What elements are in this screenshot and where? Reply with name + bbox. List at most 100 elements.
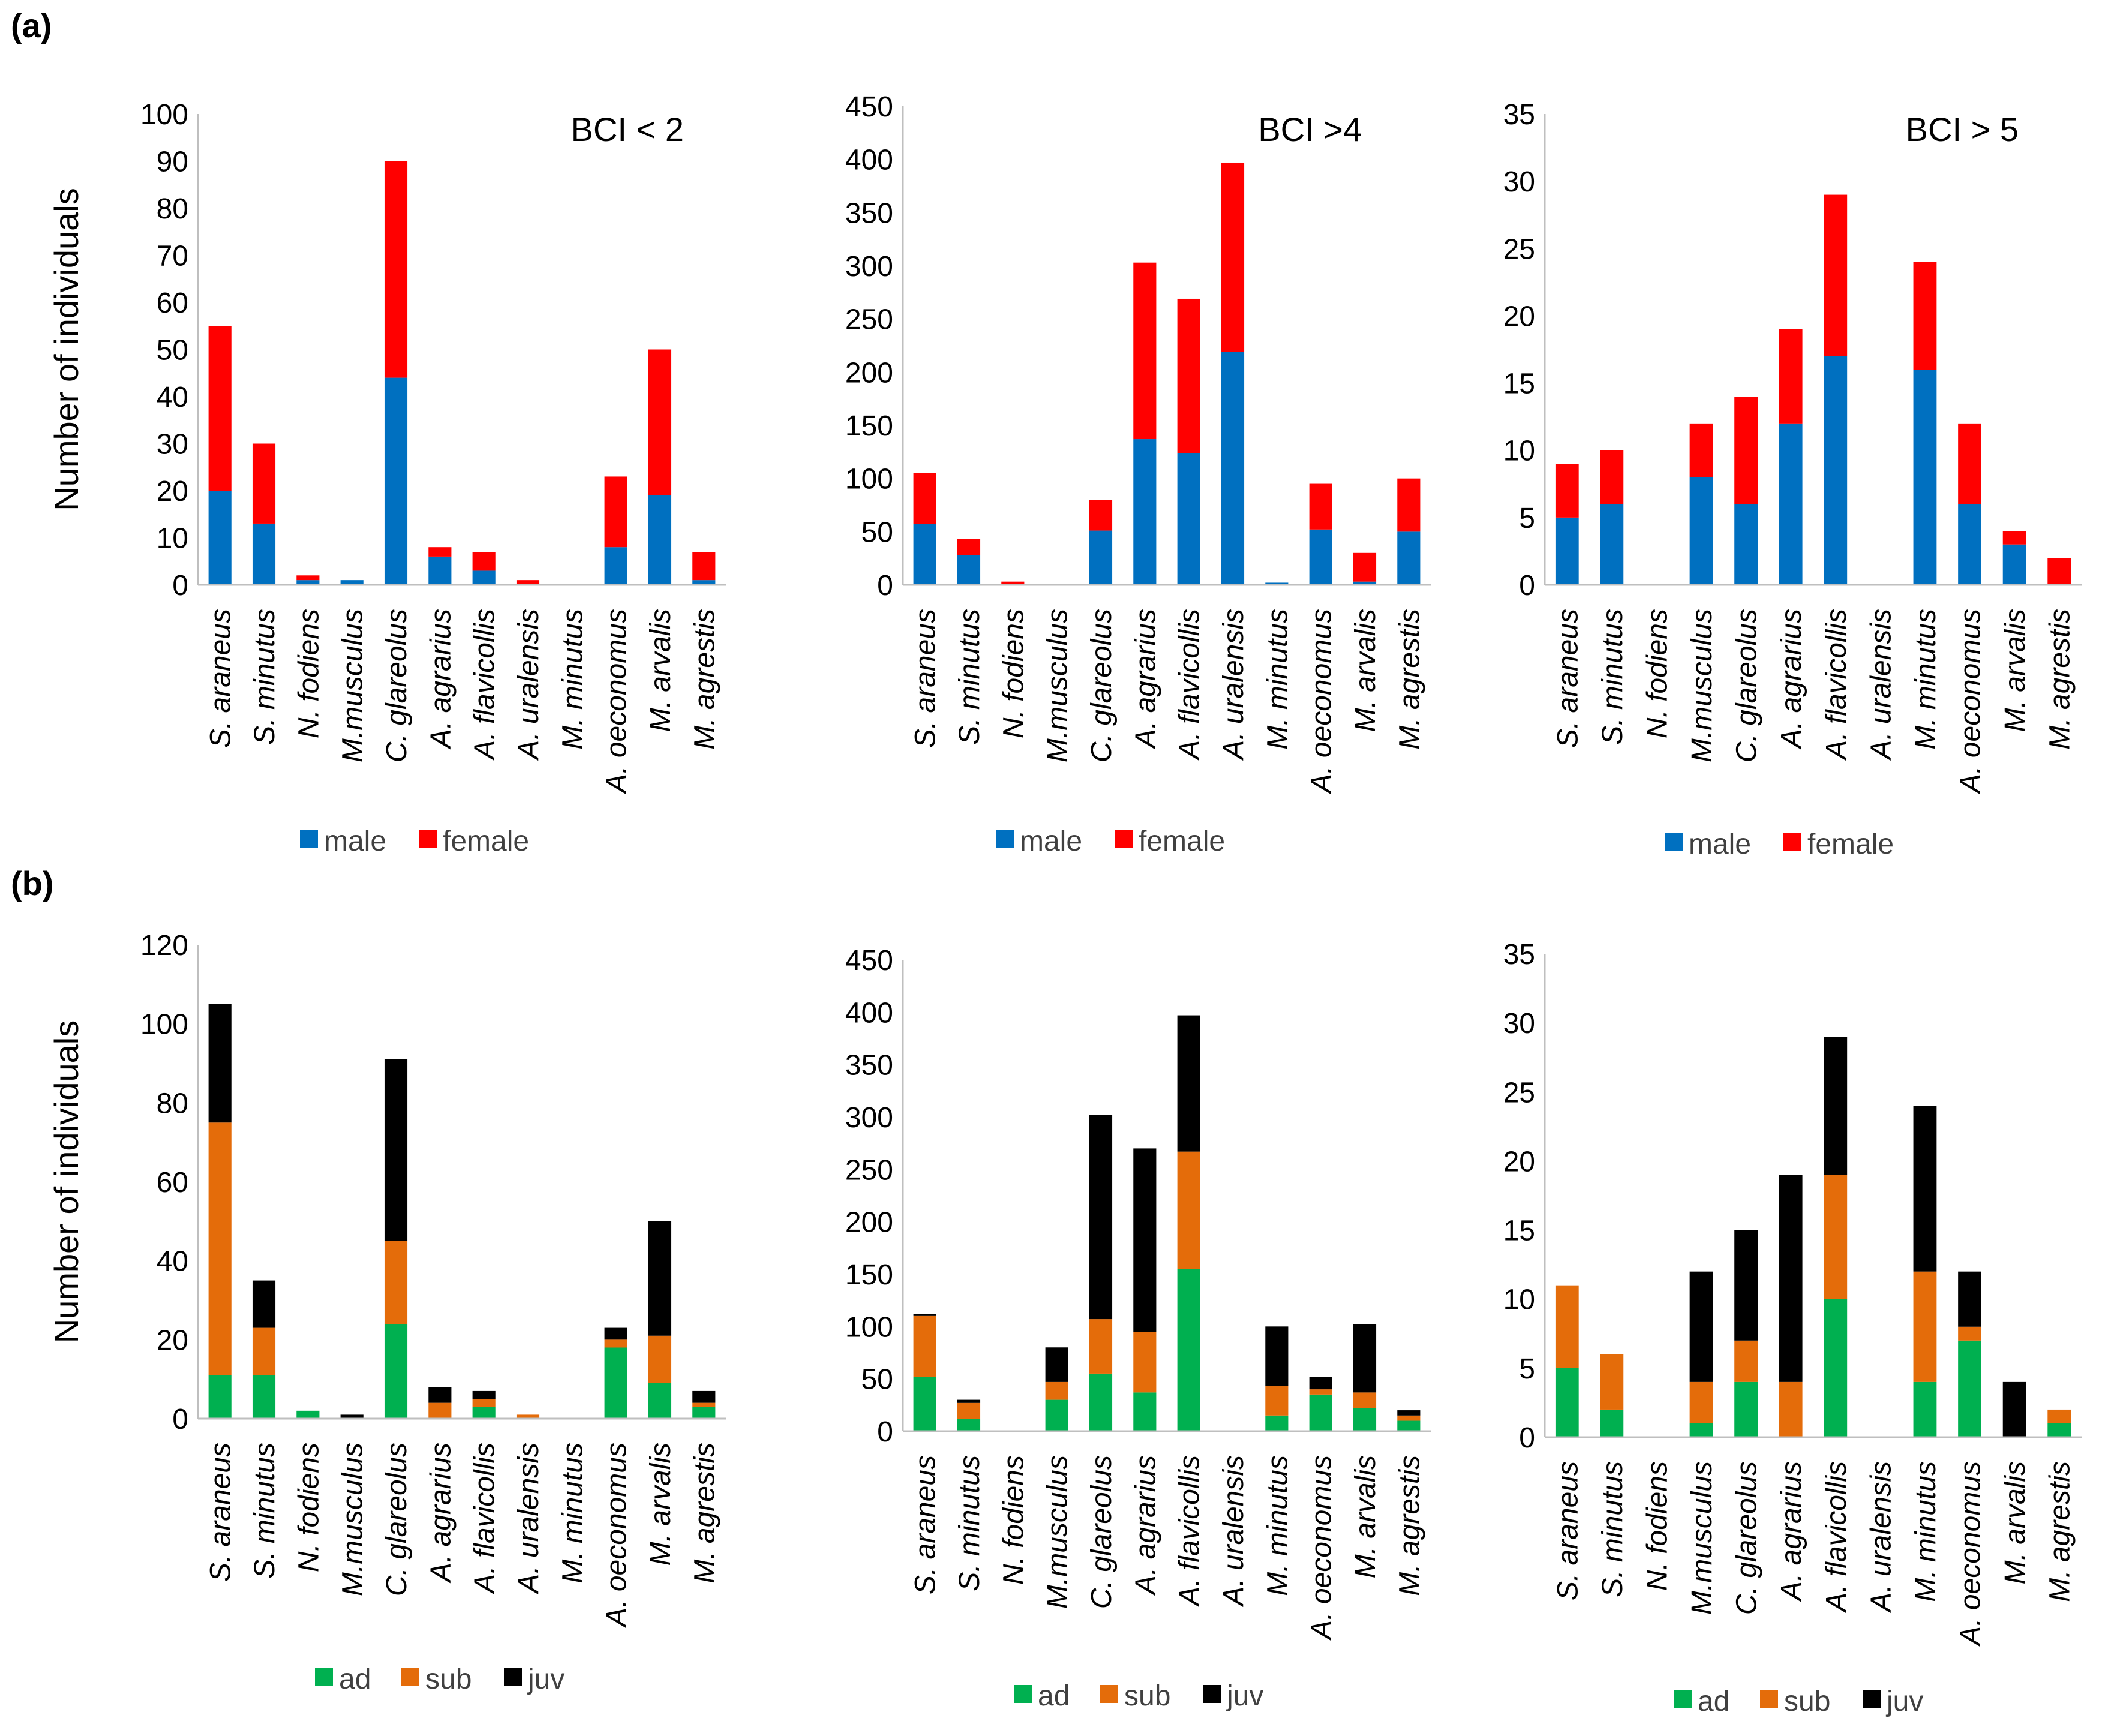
bar-male-saraneus xyxy=(208,491,232,585)
bar-juv-mmusculus xyxy=(1689,1271,1713,1382)
bar-ad-aoeconomus xyxy=(1958,1340,1981,1437)
bar-ad-magrestis xyxy=(1397,1420,1421,1431)
bar-sub-aagrarius xyxy=(1133,1332,1157,1393)
bar-male-cglareolus xyxy=(384,377,408,585)
bar-female-magrestis xyxy=(692,552,716,581)
bar-male-mminutus xyxy=(1913,370,1937,585)
x-category-label: M.musculus xyxy=(337,609,369,762)
bar-sub-cglareolus xyxy=(1734,1340,1758,1382)
legend-label-juv: juv xyxy=(1885,1686,1923,1717)
bar-sub-marvalis xyxy=(1353,1392,1377,1408)
bar-juv-aagrarius xyxy=(1779,1175,1803,1382)
bar-female-aagrarius xyxy=(428,547,452,557)
bar-juv-sminutus xyxy=(957,1399,981,1403)
bar-sub-aoeconomus xyxy=(1958,1326,1981,1341)
bar-sub-mminutus xyxy=(1265,1386,1289,1416)
x-category-label: M. arvalis xyxy=(645,1443,677,1566)
bar-female-aoeconomus xyxy=(1958,423,1981,504)
legend-swatch-juv xyxy=(1863,1690,1881,1708)
bar-juv-cglareolus xyxy=(1734,1230,1758,1341)
legend-swatch-male xyxy=(1665,833,1683,851)
legend-label-male: male xyxy=(1689,828,1751,860)
y-tick-label: 5 xyxy=(1519,1353,1535,1385)
y-tick-label: 25 xyxy=(1503,233,1535,265)
bar-juv-magrestis xyxy=(1397,1410,1421,1416)
x-category-label: A. oeconomus xyxy=(1306,609,1338,795)
x-category-label: N. fodiens xyxy=(998,1455,1029,1585)
x-category-label: M.musculus xyxy=(1042,1455,1074,1609)
bar-sub-aflavicollis xyxy=(1824,1175,1848,1299)
x-category-label: M. agrestis xyxy=(689,609,720,750)
x-category-label: S. araneus xyxy=(910,1455,942,1594)
bci-annotation: BCI > 5 xyxy=(1906,110,2019,148)
bci-annotation: BCI >4 xyxy=(1258,110,1362,148)
legend-swatch-female xyxy=(1783,833,1801,851)
chart-a2: 0 50 100 150 200 250 300 350 400 450 S. araneus S. … xyxy=(845,91,1431,857)
x-category-label: C. glareolus xyxy=(1731,1461,1763,1615)
bar-sub-saraneus xyxy=(208,1122,232,1375)
chart-b3: 0 5 10 15 20 25 30 35 S. araneus S. minutus N. fod… xyxy=(1503,939,2082,1717)
bar-female-mminutus xyxy=(1913,262,1937,370)
x-category-label: M. minutus xyxy=(1262,609,1293,750)
bar-juv-aoeconomus xyxy=(1958,1271,1981,1327)
x-category-label: M. minutus xyxy=(1262,1455,1293,1596)
y-tick-label: 350 xyxy=(845,197,893,229)
legend-label-juv: juv xyxy=(527,1663,564,1695)
y-tick-label: 100 xyxy=(845,1311,893,1343)
bar-male-saraneus xyxy=(913,524,936,585)
y-tick-label: 0 xyxy=(1519,570,1535,602)
x-category-label: C. glareolus xyxy=(381,1443,413,1596)
bar-female-magrestis xyxy=(2047,558,2071,585)
bar-juv-mmusculus xyxy=(340,1414,364,1419)
bar-ad-aagrarius xyxy=(1133,1392,1157,1431)
legend-swatch-sub xyxy=(401,1668,419,1686)
bar-ad-mmusculus xyxy=(1045,1399,1068,1431)
bar-female-aflavicollis xyxy=(1177,298,1200,453)
x-category-label: S. minutus xyxy=(1597,609,1629,745)
y-tick-label: 70 xyxy=(157,241,188,272)
y-tick-label: 5 xyxy=(1519,503,1535,534)
bar-ad-saraneus xyxy=(913,1377,936,1431)
bar-male-saraneus xyxy=(1555,517,1579,585)
x-category-label: A. agrarius xyxy=(1776,609,1807,750)
y-tick-label: 0 xyxy=(877,570,893,602)
bar-female-saraneus xyxy=(208,326,232,491)
y-tick-label: 0 xyxy=(172,570,188,602)
bci-annotation: BCI < 2 xyxy=(571,110,684,148)
bar-sub-mmusculus xyxy=(1689,1381,1713,1423)
y-tick-label: 35 xyxy=(1503,99,1535,131)
y-tick-label: 20 xyxy=(1503,301,1535,332)
legend-label-female: female xyxy=(1139,825,1225,857)
chart-b2: 0 50 100 150 200 250 300 350 400 450 S. araneus S. … xyxy=(845,945,1431,1712)
bar-male-aoeconomus xyxy=(604,547,627,585)
x-category-label: M. agrestis xyxy=(689,1443,720,1584)
bar-sub-marvalis xyxy=(648,1335,672,1383)
legend-label-male: male xyxy=(1020,825,1082,857)
bar-female-aflavicollis xyxy=(1824,194,1848,356)
x-category-label: A. oeconomus xyxy=(1306,1455,1338,1641)
y-tick-label: 50 xyxy=(861,1364,893,1396)
bar-female-marvalis xyxy=(648,349,672,495)
bar-ad-saraneus xyxy=(1555,1368,1579,1437)
bar-juv-cglareolus xyxy=(1089,1115,1113,1320)
bar-male-aflavicollis xyxy=(472,570,496,585)
bar-ad-magrestis xyxy=(2047,1423,2071,1437)
x-category-label: A. oeconomus xyxy=(1955,1461,1987,1647)
x-category-label: M. agrestis xyxy=(2044,1461,2076,1602)
bar-female-mmusculus xyxy=(1689,423,1713,477)
y-tick-label: 250 xyxy=(845,304,893,336)
y-tick-label: 40 xyxy=(157,1246,188,1278)
bar-female-magrestis xyxy=(1397,478,1421,532)
y-tick-label: 250 xyxy=(845,1154,893,1186)
bar-ad-mminutus xyxy=(1913,1381,1937,1437)
x-category-label: S. araneus xyxy=(1552,609,1584,748)
bar-juv-magrestis xyxy=(692,1390,716,1403)
bar-male-auralensis xyxy=(1221,352,1245,585)
y-tick-label: 400 xyxy=(845,997,893,1029)
x-category-label: M. minutus xyxy=(1910,1461,1942,1602)
bar-sub-mmusculus xyxy=(1045,1381,1068,1400)
x-category-label: S. minutus xyxy=(249,1443,281,1579)
bar-sub-aflavicollis xyxy=(1177,1151,1200,1269)
